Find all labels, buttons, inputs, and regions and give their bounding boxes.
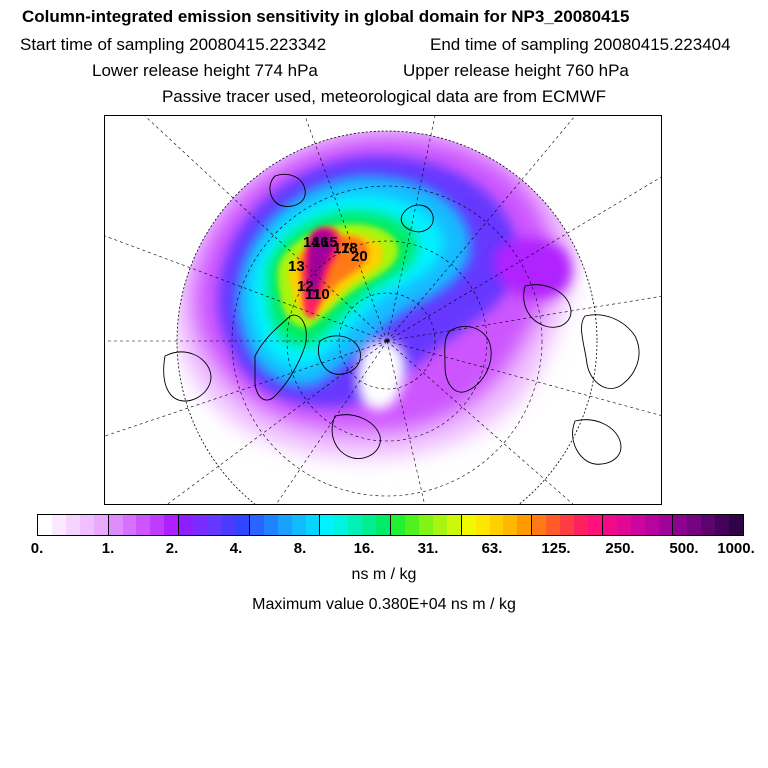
colorbar-swatch — [65, 515, 80, 535]
colorbar-swatch — [79, 515, 94, 535]
colorbar-swatch — [587, 515, 603, 535]
colorbar-swatch — [560, 515, 575, 535]
end-time-label: End time of sampling 20080415.223404 — [430, 35, 731, 54]
colorbar-tick: 1. — [101, 540, 115, 557]
colorbar-tick: 8. — [293, 540, 307, 557]
colorbar-tick: 500. — [669, 540, 699, 557]
plot-title: Column-integrated emission sensitivity i… — [22, 7, 630, 26]
colorbar-swatch — [574, 515, 588, 535]
colorbar — [37, 514, 744, 536]
colorbar-swatch — [546, 515, 561, 535]
marker-label: 14 — [303, 234, 320, 251]
colorbar-swatch — [108, 515, 123, 535]
colorbar-swatch — [249, 515, 264, 535]
graticule — [105, 116, 661, 504]
colorbar-swatch — [446, 515, 462, 535]
map-canvas: 14 16 15 17 18 20 13 12 11 10 — [105, 116, 661, 504]
colorbar-swatch — [136, 515, 151, 535]
colorbar-swatch — [461, 515, 476, 535]
colorbar-swatch — [658, 515, 674, 535]
colorbar-swatch — [376, 515, 392, 535]
domain-boundary — [176, 130, 598, 504]
colorbar-swatch — [517, 515, 533, 535]
colorbar-tick: 0. — [30, 540, 44, 557]
marker-label: 10 — [313, 286, 330, 303]
colorbar-swatch — [729, 515, 744, 535]
colorbar-swatch — [122, 515, 137, 535]
marker-label: 20 — [351, 248, 368, 265]
colorbar-swatch — [291, 515, 306, 535]
colorbar-ticks: 0. 1. 2. 4. 8. 16. 31. 63. 125. 250. 500… — [0, 540, 768, 560]
colorbar-unit: ns m / kg — [351, 566, 417, 583]
colorbar-tick: 63. — [481, 540, 503, 557]
max-value-label: Maximum value 0.380E+04 ns m / kg — [252, 596, 516, 613]
colorbar-swatch — [348, 515, 363, 535]
colorbar-swatch — [263, 515, 278, 535]
colorbar-swatch — [150, 515, 165, 535]
colorbar-swatch — [418, 515, 433, 535]
colorbar-swatch — [489, 515, 504, 535]
colorbar-tick: 125. — [541, 540, 571, 557]
sensitivity-map: 14 16 15 17 18 20 13 12 11 10 — [104, 115, 662, 505]
marker-label: 15 — [321, 234, 338, 251]
marker-label: 12 — [297, 278, 314, 295]
colorbar-swatch — [391, 515, 405, 535]
colorbar-swatch — [673, 515, 688, 535]
colorbar-swatch — [687, 515, 702, 535]
colorbar-swatch — [701, 515, 716, 535]
colorbar-tick: 4. — [229, 540, 243, 557]
tracer-note: Passive tracer used, meteorological data… — [161, 87, 607, 106]
release-markers: 14 16 15 17 18 20 13 12 11 10 — [288, 234, 368, 303]
sensitivity-field — [177, 131, 578, 459]
colorbar-swatch — [305, 515, 321, 535]
colorbar-tick: 16. — [353, 540, 375, 557]
colorbar-swatch — [51, 515, 66, 535]
marker-label: 11 — [305, 286, 321, 303]
coastlines — [163, 173, 640, 465]
upper-release-label: Upper release height 760 hPa — [403, 61, 629, 80]
marker-label: 17 — [333, 240, 350, 257]
colorbar-swatch — [93, 515, 109, 535]
colorbar-swatch — [432, 515, 447, 535]
colorbar-swatch — [602, 515, 617, 535]
colorbar-swatch — [38, 515, 52, 535]
colorbar-swatch — [532, 515, 547, 535]
colorbar-swatch — [320, 515, 335, 535]
colorbar-swatch — [277, 515, 292, 535]
colorbar-swatch — [220, 515, 235, 535]
colorbar-tick: 1000. — [717, 540, 755, 557]
colorbar-swatch — [234, 515, 250, 535]
colorbar-tick: 2. — [165, 540, 179, 557]
marker-label: 13 — [288, 258, 305, 275]
colorbar-swatch — [404, 515, 419, 535]
colorbar-swatch — [193, 515, 208, 535]
colorbar-swatch — [616, 515, 631, 535]
lower-release-label: Lower release height 774 hPa — [92, 61, 318, 80]
colorbar-swatch — [334, 515, 349, 535]
colorbar-swatch — [475, 515, 490, 535]
colorbar-swatch — [207, 515, 221, 535]
colorbar-swatch — [644, 515, 659, 535]
marker-label: 18 — [341, 240, 358, 257]
colorbar-swatch — [179, 515, 194, 535]
colorbar-tick: 31. — [417, 540, 439, 557]
colorbar-swatch — [164, 515, 180, 535]
colorbar-swatch — [715, 515, 730, 535]
colorbar-tick: 250. — [605, 540, 635, 557]
start-time-label: Start time of sampling 20080415.223342 — [20, 35, 327, 54]
marker-label: 16 — [312, 234, 329, 251]
colorbar-swatch — [630, 515, 645, 535]
colorbar-swatch — [503, 515, 518, 535]
colorbar-swatch — [362, 515, 377, 535]
